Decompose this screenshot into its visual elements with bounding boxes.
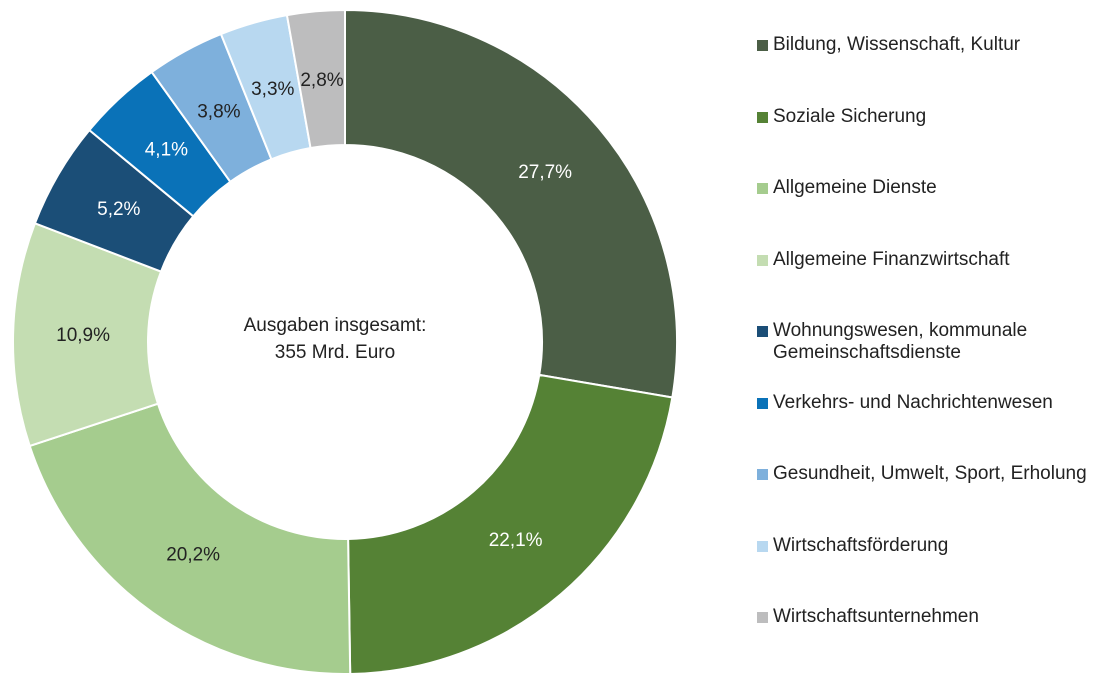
slice [28,402,352,673]
legend-swatch [757,111,768,123]
slice [344,8,678,399]
legend-label: Allgemeine Dienste [773,177,937,198]
legend-item: Wirtschaftsunternehmen [757,606,1110,628]
legend-item: Wohnungswesen, kommunale Gemeinschaftsdi… [757,320,1110,364]
legend-label: Gesundheit, Umwelt, Sport, Erholung [773,463,1087,484]
data-label: 5,2% [97,199,140,220]
legend-item: Soziale Sicherung [757,106,1110,128]
legend-label: Wohnungswesen, kommunale Gemeinschaftsdi… [773,320,1028,363]
data-label: 2,8% [300,70,343,91]
legend-swatch [757,254,768,266]
legend-swatch [757,40,768,51]
legend-item: Allgemeine Dienste [757,177,1110,199]
legend-label: Wirtschaftsunternehmen [773,606,979,627]
legend-item: Allgemeine Finanzwirtschaft [757,249,1110,271]
data-label: 3,8% [197,101,240,122]
chart: Ausgaben insgesamt: 355 Mrd. Euro 27,7% 2… [12,8,678,673]
legend-item: Wirtschaftsförderung [757,535,1110,557]
slice [347,373,674,673]
legend-swatch [757,326,768,337]
legend-label: Bildung, Wissenschaft, Kultur [773,34,1021,55]
legend-label: Allgemeine Finanzwirtschaft [773,248,1010,270]
legend-swatch [757,612,768,623]
legend-label: Wirtschaftsförderung [773,534,949,556]
legend-item: Verkehrs- und Nachrichtenwesen [757,392,1110,414]
data-label: 22,1% [489,530,543,551]
legend-item: Bildung, Wissenschaft, Kultur [757,34,1110,56]
data-label: 10,9% [56,325,110,346]
data-label: 27,7% [518,162,572,183]
data-label: 3,3% [251,79,294,100]
legend-swatch [757,469,768,480]
data-label: 20,2% [166,545,220,566]
center-label: 355 Mrd. Euro [275,342,395,363]
legend-item: Gesundheit, Umwelt, Sport, Erholung [757,463,1110,485]
legend-label: Verkehrs- und Nachrichtenwesen [773,391,1053,413]
legend-label: Soziale Sicherung [773,105,927,127]
slice [285,8,346,150]
legend-swatch [757,183,768,194]
data-label: 4,1% [145,139,188,160]
legend-swatch [757,540,768,552]
center-label: Ausgaben insgesamt: [244,315,427,336]
legend-swatch [757,397,768,409]
